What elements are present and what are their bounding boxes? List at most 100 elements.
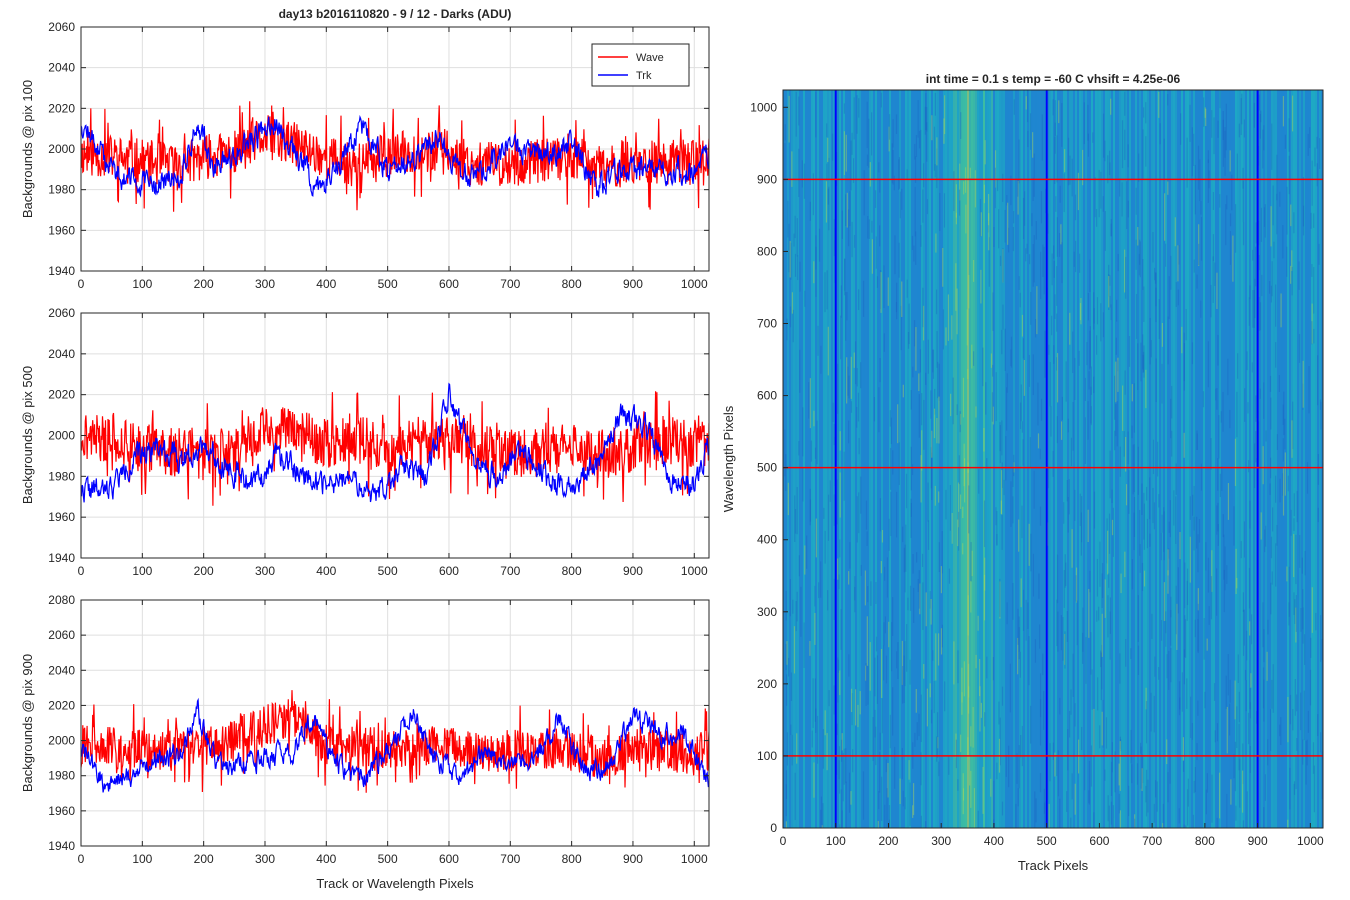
heatmap-streak	[1168, 650, 1170, 690]
heatmap-streak	[905, 473, 908, 509]
ytick-label-1940: 1940	[48, 264, 75, 278]
heatmap-streak	[1180, 113, 1182, 145]
heatmap-streak	[1019, 651, 1021, 678]
heatmap-streak	[1052, 99, 1054, 116]
heatmap-streak	[840, 609, 842, 650]
heatmap-streak	[909, 585, 912, 611]
heatmap-column	[809, 90, 811, 828]
heatmap-xtick-label-1000: 1000	[1297, 834, 1324, 848]
heatmap-streak	[1168, 521, 1170, 533]
heatmap-streak	[914, 732, 916, 747]
heatmap-streak	[788, 223, 790, 273]
heatmap-streak	[1080, 298, 1082, 325]
heatmap-streak	[1006, 387, 1008, 431]
heatmap-streak	[812, 173, 814, 216]
heatmap-streak	[837, 657, 839, 703]
heatmap-streak	[959, 413, 962, 425]
heatmap-streak	[930, 709, 933, 724]
heatmap-streak	[1190, 696, 1192, 738]
heatmap-streak	[987, 220, 990, 233]
heatmap-column	[1299, 90, 1301, 828]
heatmap-streak	[1207, 557, 1210, 593]
figure-title: day13 b2016110820 - 9 / 12 - Darks (ADU)	[279, 7, 512, 21]
heatmap-streak	[1023, 191, 1026, 226]
heatmap-streak	[934, 388, 936, 415]
heatmap-streak	[1090, 386, 1092, 424]
heatmap-streak	[1145, 785, 1147, 803]
heatmap-streak	[813, 261, 815, 284]
heatmap-streak	[843, 451, 845, 501]
heatmap-streak	[1004, 209, 1006, 243]
heatmap-streak	[910, 390, 912, 410]
heatmap-streak	[1290, 509, 1292, 536]
heatmap-ytick-label-900: 900	[757, 172, 777, 186]
heatmap-streak	[1270, 536, 1273, 559]
heatmap-column	[1067, 90, 1069, 828]
heatmap-column	[1083, 90, 1085, 828]
heatmap-column	[831, 90, 833, 828]
heatmap-streak	[1137, 446, 1139, 495]
heatmap-column	[785, 90, 787, 828]
heatmap-streak	[1321, 751, 1323, 799]
heatmap-column	[817, 90, 819, 828]
heatmap-streak	[850, 356, 852, 399]
heatmap-streak	[1191, 342, 1194, 365]
xtick-label-0: 0	[78, 277, 85, 291]
heatmap-streak	[798, 148, 800, 197]
heatmap-streak	[1099, 725, 1101, 749]
heatmap-streak	[1142, 754, 1144, 784]
heatmap-streak	[958, 511, 960, 551]
heatmap-column	[923, 90, 925, 828]
heatmap-streak	[888, 819, 890, 828]
heatmap-streak	[1184, 619, 1187, 658]
heatmap-streak	[1321, 639, 1323, 661]
heatmap-streak	[899, 778, 901, 804]
heatmap-column	[865, 90, 867, 828]
heatmap-streak	[867, 216, 869, 239]
heatmap-streak	[839, 670, 841, 696]
heatmap-column	[987, 90, 989, 828]
heatmap-column	[821, 90, 823, 828]
heatmap-column	[1295, 90, 1297, 828]
heatmap-streak	[1264, 204, 1266, 238]
heatmap-streak	[1196, 516, 1198, 549]
heatmap-column	[829, 90, 831, 828]
heatmap-streak	[1119, 653, 1121, 684]
heatmap-streak	[1001, 686, 1004, 706]
heatmap-streak	[1235, 548, 1237, 595]
heatmap-streak	[983, 500, 986, 548]
heatmap-streak	[983, 184, 986, 204]
heatmap-streak	[988, 213, 990, 251]
heatmap-streak	[792, 599, 794, 614]
xtick-label-900: 900	[623, 852, 643, 866]
heatmap-streak	[1136, 763, 1139, 785]
heatmap-streak	[794, 772, 796, 821]
heatmap-streak	[785, 674, 788, 706]
heatmap-column	[1211, 90, 1213, 828]
heatmap-streak	[999, 255, 1002, 267]
heatmap-streak	[1291, 250, 1293, 271]
heatmap-streak	[828, 186, 830, 231]
heatmap-streak	[1125, 639, 1127, 667]
heatmap-streak	[1110, 761, 1113, 796]
heatmap-streak	[822, 729, 825, 769]
heatmap-streak	[931, 115, 933, 141]
heatmap-streak	[841, 210, 843, 239]
heatmap-streak	[1181, 326, 1183, 354]
ytick-label-1960: 1960	[48, 510, 75, 524]
heatmap-streak	[787, 482, 789, 516]
heatmap-column	[1193, 90, 1195, 828]
heatmap-column	[953, 90, 955, 828]
heatmap-column	[1157, 90, 1159, 828]
xtick-label-900: 900	[623, 277, 643, 291]
heatmap-streak	[942, 247, 944, 287]
heatmap-streak	[1276, 434, 1279, 450]
heatmap-column	[885, 90, 887, 828]
heatmap-xlabel: Track Pixels	[1018, 858, 1089, 873]
heatmap-streak	[809, 378, 811, 429]
heatmap-title: int time = 0.1 s temp = -60 C vhsift = 4…	[926, 72, 1181, 86]
heatmap-streak	[1087, 104, 1089, 141]
series-trk-pix-900	[81, 697, 709, 793]
heatmap-streak	[791, 151, 793, 187]
heatmap-column	[875, 90, 877, 828]
